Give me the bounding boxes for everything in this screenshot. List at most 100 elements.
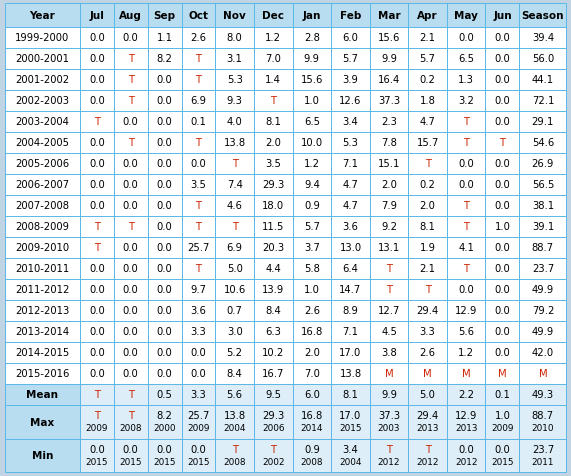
Text: 8.1: 8.1 — [266, 117, 281, 127]
Bar — [254, 175, 292, 196]
Text: 0.0: 0.0 — [89, 306, 104, 316]
Bar — [254, 384, 292, 405]
Bar — [485, 342, 520, 363]
Text: 2011-2012: 2011-2012 — [15, 285, 70, 295]
Bar — [80, 196, 114, 217]
Bar — [370, 300, 408, 321]
Bar — [254, 4, 292, 28]
Text: T: T — [463, 264, 469, 274]
Text: 16.8: 16.8 — [301, 410, 323, 420]
Text: 14.7: 14.7 — [339, 285, 361, 295]
Text: 3.6: 3.6 — [191, 306, 206, 316]
Bar — [254, 342, 292, 363]
Bar — [370, 217, 408, 238]
Text: T: T — [386, 444, 392, 454]
Text: 0.0: 0.0 — [494, 285, 510, 295]
Text: 25.7: 25.7 — [187, 410, 210, 420]
Text: 12.9: 12.9 — [455, 306, 477, 316]
Text: 9.3: 9.3 — [227, 96, 243, 106]
Bar — [182, 342, 215, 363]
Text: 5.7: 5.7 — [304, 222, 320, 232]
Text: 0.0: 0.0 — [156, 243, 172, 253]
Bar — [331, 238, 370, 258]
Bar — [5, 300, 80, 321]
Bar — [215, 91, 254, 112]
Bar — [520, 4, 566, 28]
Text: 1.4: 1.4 — [266, 75, 281, 85]
Text: 0.0: 0.0 — [89, 285, 104, 295]
Bar — [5, 363, 80, 384]
Bar — [114, 384, 148, 405]
Text: M: M — [538, 369, 547, 379]
Text: 9.9: 9.9 — [304, 54, 320, 64]
Text: 12.9: 12.9 — [455, 410, 477, 420]
Bar — [148, 70, 182, 91]
Text: 4.7: 4.7 — [343, 180, 359, 190]
Text: 13.8: 13.8 — [339, 369, 361, 379]
Text: 4.6: 4.6 — [227, 201, 243, 211]
Bar — [5, 342, 80, 363]
Text: 0.9: 0.9 — [304, 201, 320, 211]
Bar — [5, 154, 80, 175]
Bar — [447, 439, 485, 472]
Text: T: T — [128, 410, 134, 420]
Text: 4.4: 4.4 — [266, 264, 281, 274]
Bar — [215, 49, 254, 70]
Bar — [148, 384, 182, 405]
Bar — [254, 112, 292, 133]
Text: 72.1: 72.1 — [532, 96, 554, 106]
Bar — [331, 112, 370, 133]
Text: 2006-2007: 2006-2007 — [15, 180, 69, 190]
Text: 2011: 2011 — [532, 457, 554, 466]
Text: 0.0: 0.0 — [123, 201, 139, 211]
Bar — [370, 363, 408, 384]
Text: T: T — [128, 138, 134, 148]
Bar — [370, 175, 408, 196]
Text: 0.0: 0.0 — [123, 444, 139, 454]
Bar — [370, 238, 408, 258]
Text: 9.9: 9.9 — [381, 390, 397, 400]
Text: 0.0: 0.0 — [123, 264, 139, 274]
Text: 2014: 2014 — [300, 424, 323, 432]
Text: 38.1: 38.1 — [532, 201, 554, 211]
Bar — [447, 258, 485, 279]
Text: 2002-2003: 2002-2003 — [15, 96, 69, 106]
Bar — [520, 112, 566, 133]
Text: 2008: 2008 — [119, 424, 142, 432]
Bar — [447, 133, 485, 154]
Bar — [331, 321, 370, 342]
Bar — [447, 28, 485, 49]
Text: 13.8: 13.8 — [224, 410, 246, 420]
Text: 5.6: 5.6 — [458, 327, 474, 337]
Bar — [520, 321, 566, 342]
Text: 7.1: 7.1 — [343, 159, 359, 169]
Bar — [254, 133, 292, 154]
Bar — [370, 4, 408, 28]
Text: 0.0: 0.0 — [156, 306, 172, 316]
Text: T: T — [425, 444, 431, 454]
Text: 0.7: 0.7 — [227, 306, 243, 316]
Text: 3.9: 3.9 — [343, 75, 359, 85]
Bar — [447, 238, 485, 258]
Text: 9.9: 9.9 — [381, 54, 397, 64]
Bar — [370, 133, 408, 154]
Text: 29.4: 29.4 — [416, 306, 439, 316]
Text: 29.1: 29.1 — [532, 117, 554, 127]
Text: 2009: 2009 — [491, 424, 514, 432]
Bar — [408, 70, 447, 91]
Bar — [182, 238, 215, 258]
Bar — [182, 363, 215, 384]
Bar — [408, 384, 447, 405]
Bar — [331, 49, 370, 70]
Text: T: T — [463, 201, 469, 211]
Text: 1.2: 1.2 — [304, 159, 320, 169]
Text: 0.0: 0.0 — [156, 444, 172, 454]
Bar — [114, 238, 148, 258]
Bar — [447, 217, 485, 238]
Text: 18.0: 18.0 — [262, 201, 284, 211]
Bar — [408, 4, 447, 28]
Text: 3.3: 3.3 — [420, 327, 436, 337]
Bar — [80, 321, 114, 342]
Bar — [408, 405, 447, 439]
Bar — [292, 4, 331, 28]
